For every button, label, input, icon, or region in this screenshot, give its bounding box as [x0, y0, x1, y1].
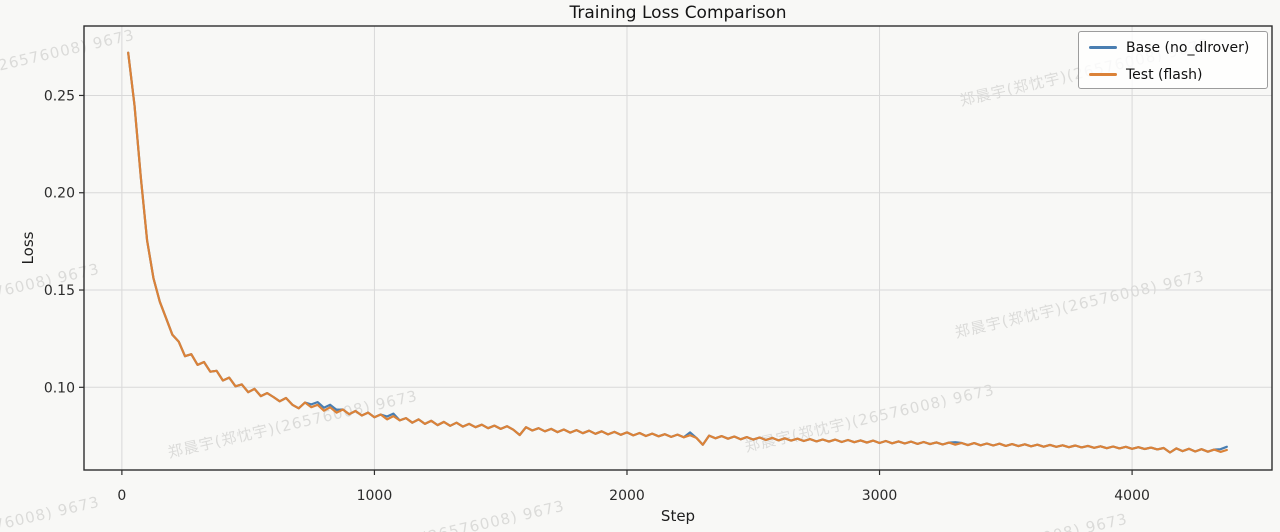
legend-swatch-base-line	[1089, 46, 1117, 49]
legend: Base (no_dlrover) Test (flash)	[1078, 31, 1268, 89]
x-tick-label: 3000	[862, 488, 898, 504]
y-tick-label: 0.20	[44, 186, 75, 202]
plot-border	[83, 25, 1273, 471]
legend-item-base: Base (no_dlrover)	[1079, 34, 1267, 61]
series-line-test	[127, 51, 1228, 454]
x-tick-label: 4000	[1114, 488, 1150, 504]
y-tick-label: 0.15	[44, 283, 75, 299]
x-tick-label: 1000	[357, 488, 393, 504]
x-tick-label: 0	[117, 488, 126, 504]
x-tick-label: 2000	[609, 488, 645, 504]
x-axis-label: Step	[660, 507, 696, 525]
chart-title: Training Loss Comparison	[569, 3, 787, 23]
y-tick-label: 0.10	[44, 380, 75, 396]
series-line-base	[127, 51, 1228, 454]
legend-label-base: Base (no_dlrover)	[1126, 39, 1250, 56]
y-axis-label: Loss	[19, 231, 37, 265]
legend-item-test: Test (flash)	[1079, 61, 1267, 88]
y-tick-label: 0.25	[44, 88, 75, 104]
legend-label-test: Test (flash)	[1126, 66, 1203, 83]
legend-swatch-test-line	[1089, 73, 1117, 76]
